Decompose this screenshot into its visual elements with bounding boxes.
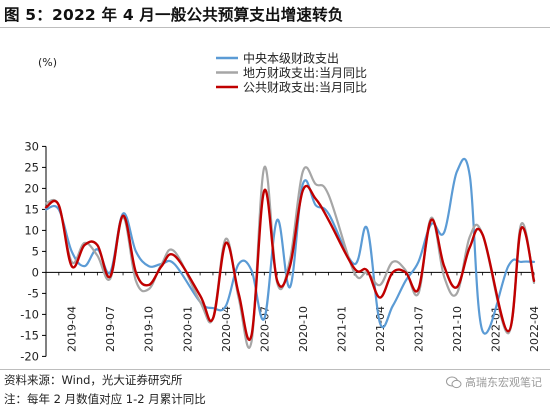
x-tick-label: 2021-07 — [412, 306, 425, 352]
x-tick-label: 2019-07 — [104, 306, 117, 352]
x-tick-label: 2019-04 — [66, 306, 79, 352]
y-tick-label: 10 — [24, 223, 39, 237]
y-tick-label: -20 — [20, 349, 39, 363]
legend-label: 公共财政支出:当月同比 — [243, 81, 367, 95]
footer-divider — [0, 369, 550, 370]
figure-title: 图 5：2022 年 4 月一般公共预算支出增速转负 — [4, 6, 344, 24]
legend-label: 中央本级财政支出 — [243, 51, 339, 66]
y-axis: -20 -15 -10 -5 0 5 10 15 20 25 30 (%) — [20, 56, 57, 363]
y-tick-label: -10 — [20, 307, 39, 321]
x-tick-label: 2020-01 — [181, 306, 194, 352]
x-tick-label: 2022-04 — [528, 306, 541, 352]
x-tick-label: 2021-10 — [451, 306, 464, 352]
x-tick-label: 2020-04 — [220, 306, 233, 352]
watermark: 高瑞东宏观笔记 — [446, 374, 542, 390]
y-tick-label: 15 — [24, 202, 39, 216]
y-tick-label: 5 — [32, 244, 39, 258]
x-tick-label: 2019-10 — [143, 306, 156, 352]
title-divider — [0, 27, 550, 28]
y-tick-label: -15 — [20, 328, 39, 342]
y-tick-label: 25 — [24, 160, 39, 174]
x-tick-label: 2021-04 — [374, 306, 387, 352]
x-tick-label: 2020-10 — [297, 306, 310, 352]
y-tick-label: 0 — [32, 265, 39, 279]
x-tick-label: 2021-01 — [335, 306, 348, 352]
footnote: 注：每年 2 月数值对应 1-2 月累计同比 — [4, 392, 206, 406]
public-spending-line — [44, 184, 536, 341]
y-axis-label: (%) — [38, 56, 57, 69]
wechat-icon — [446, 376, 462, 388]
y-tick-label: 20 — [24, 181, 39, 195]
legend-label: 地方财政支出:当月同比 — [243, 65, 367, 80]
y-tick-label: 30 — [24, 139, 39, 153]
y-tick-label: -5 — [28, 286, 39, 300]
watermark-text: 高瑞东宏观笔记 — [465, 376, 542, 389]
x-axis: 2019-04 2019-07 2019-10 2020-01 2020-04 2020-… — [45, 271, 541, 352]
source-note: 资料来源：Wind，光大证券研究所 — [4, 373, 183, 387]
central-spending-line — [44, 158, 536, 335]
series-lines — [44, 158, 536, 349]
